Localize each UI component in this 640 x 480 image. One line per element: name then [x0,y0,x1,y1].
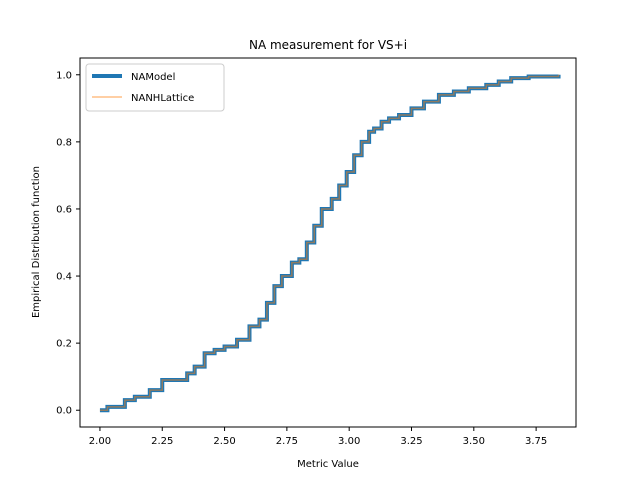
y-tick-label: 0.0 [56,406,72,417]
series-line-nanhlattice [99,74,560,411]
x-tick-label: 3.50 [463,436,485,447]
y-tick-label: 0.8 [56,137,72,148]
x-tick-label: 3.00 [338,436,360,447]
x-axis: 2.00 2.25 2.50 2.75 3.00 3.25 3.50 3.75 [89,427,547,447]
y-tick-label: 0.2 [56,339,72,350]
y-axis: 0.0 0.2 0.4 0.6 0.8 1.0 [56,70,80,417]
plot-frame [79,57,577,428]
x-tick-label: 2.50 [213,436,235,447]
legend-label-nanhlattice: NANHLattice [131,93,194,104]
y-tick-label: 0.6 [56,204,72,215]
plot-area [99,74,561,413]
x-tick-label: 2.25 [151,436,173,447]
chart-title: NA measurement for VS+i [249,38,407,52]
y-tick-label: 1.0 [56,70,72,81]
x-tick-label: 3.75 [525,436,547,447]
legend-label-namodel: NAModel [131,72,175,83]
legend: NAModel NANHLattice [85,63,225,112]
x-axis-label: Metric Value [297,459,359,470]
series-line-namodel [99,74,561,413]
x-tick-label: 2.75 [276,436,298,447]
x-tick-label: 3.25 [400,436,422,447]
y-tick-label: 0.4 [56,272,72,283]
x-tick-label: 2.00 [89,436,111,447]
y-axis-label: Empirical Distribution function [31,166,42,318]
